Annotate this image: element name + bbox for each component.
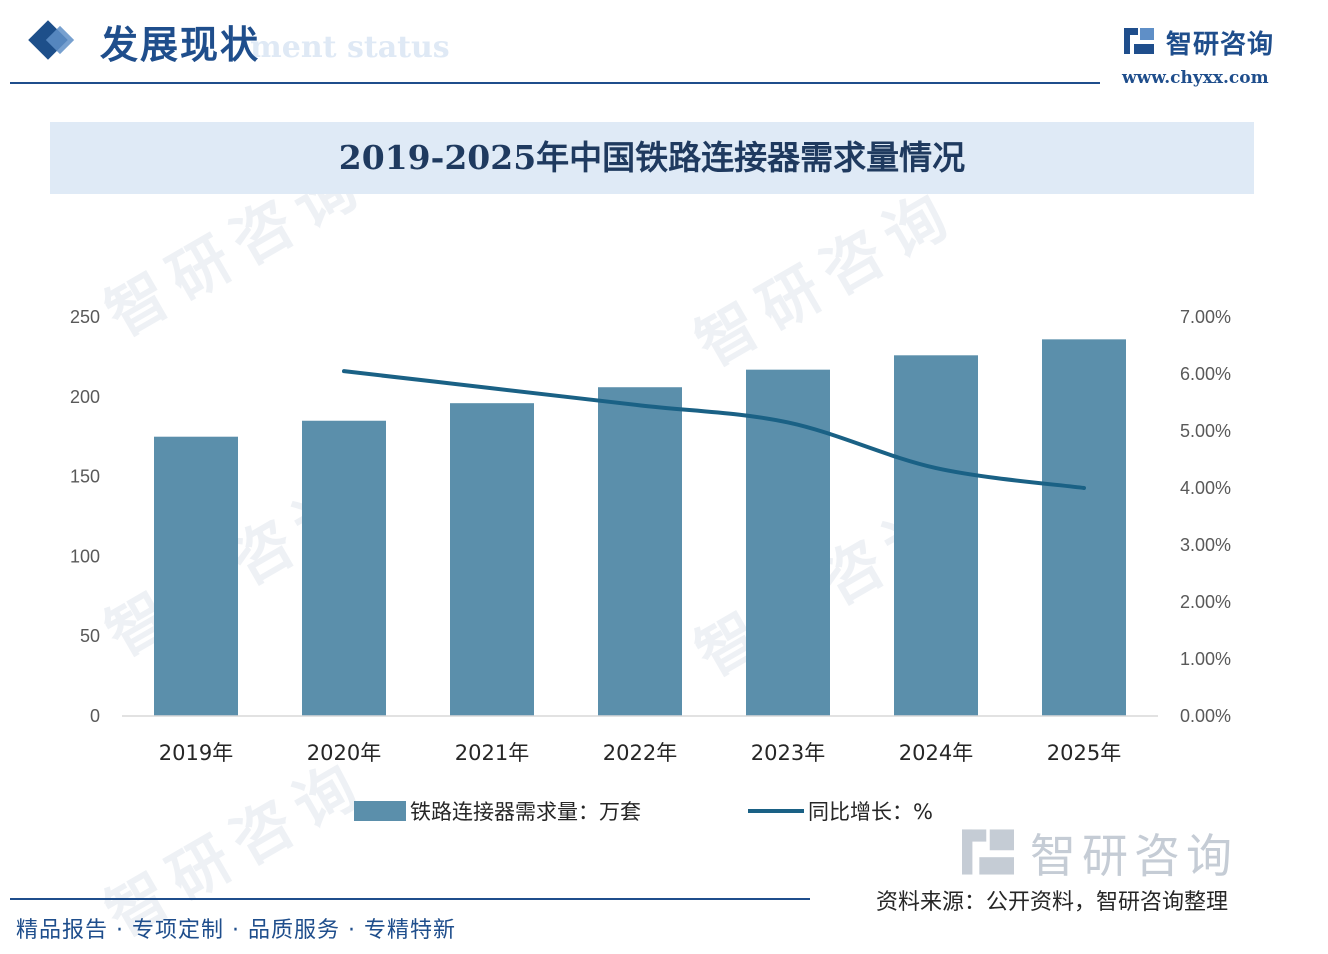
brand-logo: 智研咨询 www.chyxx.com bbox=[1122, 22, 1282, 92]
source-note: 资料来源：公开资料，智研咨询整理 bbox=[876, 890, 1229, 915]
x-tick-label: 2022年 bbox=[603, 741, 677, 765]
chart-title: 2019-2025年中国铁路连接器需求量情况 bbox=[338, 138, 966, 177]
y-left-tick-label: 200 bbox=[70, 387, 100, 407]
header-divider bbox=[10, 82, 1100, 84]
x-tick-label: 2025年 bbox=[1047, 741, 1121, 765]
bar bbox=[154, 436, 238, 716]
chart-title-bar: 2019-2025年中国铁路连接器需求量情况 bbox=[50, 122, 1254, 194]
watermark-logo-icon bbox=[962, 829, 1014, 875]
bar bbox=[746, 369, 830, 716]
watermark-logo-name: 智研咨询 bbox=[1030, 829, 1238, 883]
y-left-tick-label: 100 bbox=[70, 546, 100, 566]
y-left-tick-label: 250 bbox=[70, 307, 100, 327]
x-tick-label: 2020年 bbox=[307, 741, 381, 765]
y-right-tick-label: 6.00% bbox=[1180, 364, 1231, 384]
x-tick-label: 2021年 bbox=[455, 741, 529, 765]
page-header: ment status 发展现状 智研咨询 www.chyxx.com bbox=[0, 0, 1328, 100]
x-tick-label: 2024年 bbox=[899, 741, 973, 765]
header-title: 发展现状 bbox=[100, 23, 261, 67]
y-left-tick-label: 150 bbox=[70, 467, 100, 487]
brand-url: www.chyxx.com bbox=[1122, 68, 1269, 88]
footer-slogan: 精品报告 · 专项定制 · 品质服务 · 专精特新 bbox=[16, 918, 456, 943]
bar bbox=[450, 403, 534, 716]
legend-bar-label: 铁路连接器需求量：万套 bbox=[410, 800, 641, 824]
brand-name: 智研咨询 bbox=[1166, 30, 1275, 60]
y-right-tick-label: 1.00% bbox=[1180, 649, 1231, 669]
footer-divider bbox=[10, 898, 810, 900]
y-left-tick-label: 50 bbox=[80, 626, 100, 646]
x-tick-label: 2019年 bbox=[159, 741, 233, 765]
brand-logo-icon bbox=[1124, 28, 1154, 54]
growth-line bbox=[342, 369, 1086, 490]
y-left-tick-label: 0 bbox=[90, 706, 100, 726]
legend-line-label: 同比增长：% bbox=[808, 800, 933, 824]
y-right-tick-label: 3.00% bbox=[1180, 535, 1231, 555]
y-right-tick-label: 5.00% bbox=[1180, 421, 1231, 441]
y-right-tick-label: 7.00% bbox=[1180, 307, 1231, 327]
legend-bar-swatch bbox=[354, 801, 406, 821]
bar bbox=[1042, 339, 1126, 716]
bar bbox=[894, 355, 978, 716]
bar bbox=[302, 420, 386, 716]
y-right-tick-label: 0.00% bbox=[1180, 706, 1231, 726]
header-subtitle: ment status bbox=[250, 30, 450, 65]
watermark-logo: 智研咨询 bbox=[958, 826, 1328, 886]
y-right-tick-label: 2.00% bbox=[1180, 592, 1231, 612]
y-right-tick-label: 4.00% bbox=[1180, 478, 1231, 498]
bar bbox=[598, 387, 682, 716]
x-tick-label: 2023年 bbox=[751, 741, 825, 765]
